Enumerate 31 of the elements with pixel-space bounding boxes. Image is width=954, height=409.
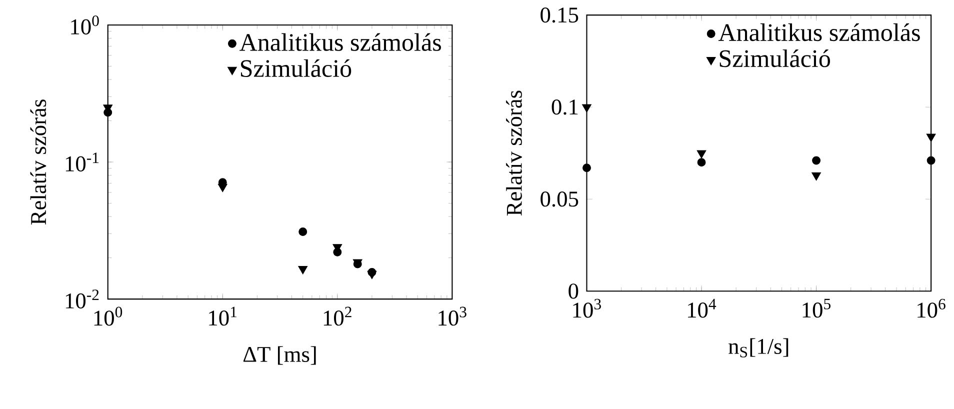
x-axis-title: n$_{S}$[1/s] (728, 338, 788, 358)
x-tick-label: 10$^{6}$ (918, 298, 946, 318)
x-tick-label: 10$^{1}$ (209, 306, 236, 326)
y-tick-label: 0.15 (540, 8, 578, 23)
point (812, 172, 822, 181)
y-tick-label: 10$^{-1}$ (66, 152, 99, 172)
point (697, 158, 706, 167)
x-tick-label: 10$^{0}$ (94, 306, 122, 326)
legend-label: Analitikus számolás (240, 33, 441, 51)
y-tick-label: 10$^{0}$ (71, 16, 99, 35)
legend-label: Szimuláció (240, 59, 352, 78)
legend-label: Analitikus számolás (718, 23, 920, 42)
x-tick-label: 10$^{4}$ (688, 298, 716, 318)
point (582, 104, 592, 113)
point (582, 164, 591, 172)
y-axis-title: Relatív szórás (506, 90, 522, 216)
point (926, 134, 936, 142)
x-tick-label: 10$^{5}$ (802, 298, 830, 318)
y-tick-label: 0 (568, 284, 578, 299)
legend-label: Szimuláció (720, 50, 830, 68)
y-tick-label: 10$^{-2}$ (66, 290, 99, 309)
x-tick-label: 10$^{3}$ (573, 298, 601, 318)
point (812, 156, 821, 165)
y-tick-label: 0.1 (552, 100, 578, 115)
x-axis-title: ΔT [ms] (243, 346, 316, 365)
x-tick-label: 10$^{3}$ (438, 306, 466, 326)
x-tick-label: 10$^{2}$ (324, 306, 352, 326)
y-axis-title: Relatív szórás (30, 100, 46, 225)
point (926, 156, 936, 165)
y-tick-label: 0.05 (540, 192, 578, 207)
point (696, 150, 706, 159)
